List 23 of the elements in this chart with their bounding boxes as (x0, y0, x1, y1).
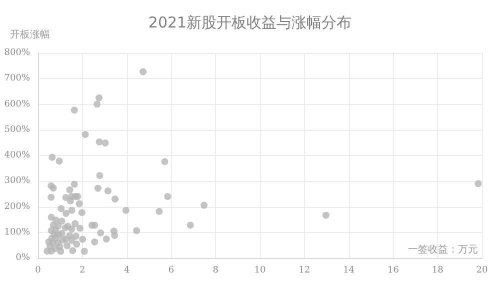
x-tick-label: 10 (254, 266, 266, 276)
x-tick-label: 18 (432, 266, 444, 276)
x-tick-label: 6 (168, 266, 174, 276)
y-axis-title: 开板涨幅 (10, 28, 50, 40)
y-tick-label: 0% (16, 253, 30, 263)
x-axis-title: 一签收益：万元 (408, 244, 478, 256)
x-tick-label: 12 (298, 266, 310, 276)
y-tick-label: 700% (4, 74, 30, 84)
y-tick-label: 400% (4, 150, 30, 160)
x-tick-label: 14 (343, 266, 355, 276)
x-tick-label: 20 (476, 266, 488, 276)
x-tick-label: 8 (212, 266, 219, 276)
x-tick-label: 16 (387, 266, 400, 276)
y-tick-label: 100% (4, 227, 30, 238)
y-tick-label: 500% (4, 124, 30, 135)
x-tick-label: 4 (124, 266, 130, 276)
y-tick-label: 300% (4, 176, 30, 186)
x-tick-label: 2 (80, 266, 86, 276)
x-tick-label: 0 (35, 266, 42, 276)
y-tick-label: 800% (4, 48, 30, 58)
chart-title: 2021新股开板收益与涨幅分布 (148, 14, 352, 32)
y-tick-label: 200% (4, 202, 30, 212)
y-tick-label: 600% (4, 99, 30, 110)
